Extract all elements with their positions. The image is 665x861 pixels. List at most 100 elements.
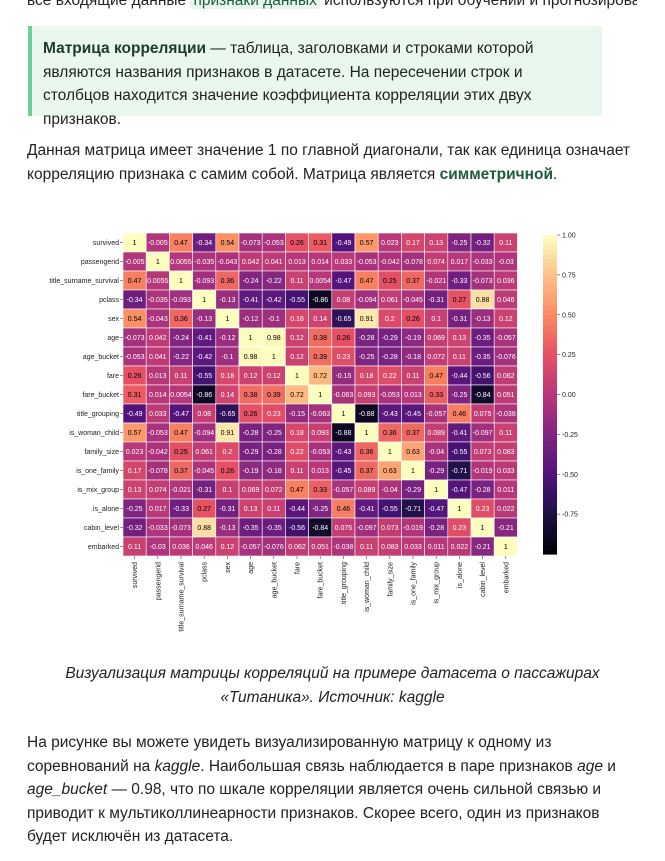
heatmap-value-3-5: -0.41	[243, 297, 259, 304]
colorbar-segment	[543, 366, 557, 372]
heatmap-value-11-16: 0.083	[497, 449, 515, 456]
colorbar-segment	[543, 338, 557, 344]
colorbar-segment	[543, 350, 557, 356]
heatmap-value-15-12: -0.019	[403, 525, 423, 532]
colorbar-segment	[543, 398, 557, 404]
heatmap-value-9-8: -0.063	[310, 411, 330, 418]
heatmap-value-11-12: 0.63	[406, 449, 420, 456]
heatmap-value-16-5: -0.057	[241, 544, 261, 551]
callout-term: Матрица корреляции	[43, 40, 207, 57]
heatmap-value-0-4: 0.54	[221, 240, 235, 247]
heatmap-value-14-4: -0.31	[219, 506, 235, 513]
heatmap-value-14-1: 0.017	[149, 506, 167, 513]
x-tick-label-embarked: embarked	[503, 562, 510, 593]
y-tick-label-pclass: pclass	[99, 297, 119, 304]
heatmap-value-4-0: 0.54	[128, 316, 142, 323]
heatmap-value-7-2: 0.11	[174, 373, 187, 380]
heatmap-value-10-0: 0.57	[128, 430, 142, 437]
heatmap-value-4-11: 0.2	[385, 316, 395, 323]
heatmap-value-3-10: -0.094	[357, 297, 377, 304]
heatmap-value-14-5: 0.13	[244, 506, 258, 513]
heatmap-value-6-2: -0.22	[173, 354, 189, 361]
colorbar-segment	[543, 370, 557, 376]
heatmap-value-3-3: 1	[202, 297, 206, 304]
heatmap-value-9-9: 1	[341, 411, 345, 418]
heatmap-value-11-15: 0.073	[474, 449, 492, 456]
heatmap-value-12-5: -0.19	[243, 468, 259, 475]
heatmap-value-6-6: 1	[272, 354, 276, 361]
heatmap-value-3-7: -0.55	[289, 297, 305, 304]
heatmap-value-8-6: 0.39	[267, 392, 281, 399]
heatmap-value-16-3: 0.046	[195, 544, 213, 551]
paragraph1-text: Данная матрица имеет значение 1 по главн…	[27, 142, 631, 183]
heatmap-value-1-15: -0.033	[473, 259, 493, 266]
heatmap-value-1-8: 0.014	[311, 259, 329, 266]
heatmap-value-1-6: 0.041	[265, 259, 283, 266]
heatmap-value-4-12: 0.26	[406, 316, 420, 323]
heatmap-value-7-9: -0.15	[335, 373, 351, 380]
colorbar-segment	[543, 450, 557, 455]
colorbar-segment	[543, 518, 557, 523]
colorbar-segment	[543, 430, 557, 435]
heatmap-value-16-9: -0.038	[333, 544, 353, 551]
heatmap-value-9-0: -0.49	[127, 411, 143, 418]
heatmap-value-16-1: -0.03	[150, 544, 166, 551]
heatmap-value-12-8: 0.013	[311, 468, 329, 475]
heatmap-value-16-7: 0.062	[288, 544, 306, 551]
heatmap-value-0-16: 0.11	[499, 240, 512, 247]
heatmap-value-9-13: -0.057	[426, 411, 446, 418]
heatmap-value-0-15: -0.32	[475, 240, 491, 247]
heatmap-value-3-12: -0.045	[403, 297, 423, 304]
heatmap-value-13-9: -0.057	[333, 487, 353, 494]
colorbar-segment	[543, 386, 557, 392]
heatmap-value-7-14: -0.44	[451, 373, 467, 380]
heatmap-value-13-5: 0.069	[242, 487, 260, 494]
heatmap-value-10-16: 0.11	[499, 430, 512, 437]
heatmap-value-0-7: 0.26	[290, 240, 304, 247]
heatmap-value-1-11: -0.042	[380, 259, 400, 266]
heatmap-value-3-8: -0.86	[312, 297, 328, 304]
p2-text-2: . Наибольшая связь наблюдается в паре пр…	[200, 757, 578, 775]
colorbar-tick-label: -0.25	[562, 432, 578, 439]
colorbar-segment	[543, 346, 557, 352]
heatmap-value-2-11: 0.25	[383, 278, 397, 285]
colorbar-segment	[543, 318, 557, 324]
heatmap-value-14-16: 0.022	[497, 506, 515, 513]
heatmap-value-0-3: -0.34	[196, 240, 212, 247]
x-tick-label-age: age	[248, 562, 255, 574]
heatmap-value-3-16: 0.046	[497, 297, 515, 304]
heatmap-value-10-15: -0.097	[473, 430, 493, 437]
heatmap-value-15-9: 0.075	[335, 525, 353, 532]
heatmap-value-2-12: 0.37	[406, 278, 420, 285]
colorbar-segment	[543, 502, 557, 507]
x-tick-label-is_alone: is_alone	[457, 562, 464, 588]
heatmap-value-14-12: -0.71	[405, 506, 421, 513]
colorbar-segment	[543, 354, 557, 360]
heatmap-value-11-4: 0.2	[223, 449, 233, 456]
heatmap-value-4-10: 0.91	[360, 316, 374, 323]
heatmap-value-14-6: 0.11	[267, 506, 280, 513]
heatmap-value-10-2: 0.47	[174, 430, 188, 437]
heatmap-value-14-2: -0.33	[173, 506, 189, 513]
colorbar-segment	[543, 414, 557, 420]
colorbar-segment	[543, 534, 557, 539]
heatmap-value-9-14: 0.46	[453, 411, 467, 418]
heatmap-value-1-4: -0.043	[217, 259, 237, 266]
heatmap-value-5-4: -0.12	[219, 335, 235, 342]
y-tick-label-sex: sex	[108, 316, 119, 323]
colorbar-segment	[543, 506, 557, 511]
heatmap-value-13-12: -0.29	[405, 487, 421, 494]
colorbar-segment	[543, 542, 557, 547]
heatmap-value-9-5: 0.26	[244, 411, 258, 418]
colorbar-segment	[543, 530, 557, 535]
heatmap-value-8-0: 0.31	[128, 392, 142, 399]
colorbar-segment	[543, 294, 557, 300]
heatmap-value-5-7: 0.12	[290, 335, 304, 342]
colorbar-segment	[543, 334, 557, 340]
heatmap-value-3-4: -0.13	[219, 297, 235, 304]
correlation-heatmap-figure: 1 -0.005 0.47 -0.34 0.54 -0.073 -0.053 0.26 0.31…	[35, 225, 625, 650]
heatmap-value-9-11: -0.43	[382, 411, 398, 418]
heatmap-value-1-13: 0.074	[427, 259, 445, 266]
heatmap-value-6-8: 0.39	[313, 354, 327, 361]
symmetric-term: симметричной	[439, 165, 554, 183]
